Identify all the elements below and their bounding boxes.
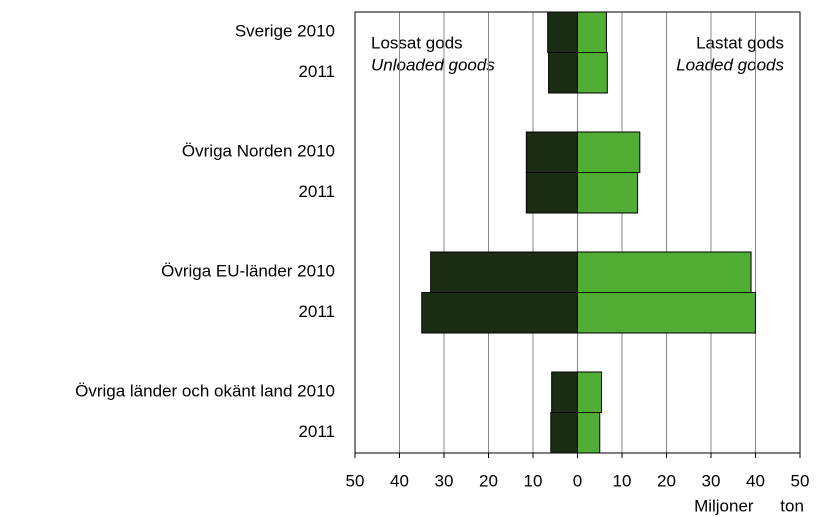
y-tick-label: Sverige 2010 <box>235 22 335 41</box>
y-tick-label: Övriga länder och okänt land 2010 <box>75 382 335 401</box>
plot-frame <box>354 11 801 454</box>
bar <box>525 172 579 214</box>
bar <box>577 412 601 454</box>
bar <box>577 371 603 413</box>
x-tick-label: 50 <box>791 471 810 490</box>
y-tick-label: 2011 <box>298 422 335 441</box>
bar <box>577 11 607 53</box>
bar <box>548 52 579 94</box>
bar <box>421 292 578 334</box>
x-tick-label: 30 <box>435 471 454 490</box>
x-tick-label: 50 <box>346 471 365 490</box>
annotation: Lastat gods <box>696 33 784 52</box>
x-tick-label: 20 <box>479 471 498 490</box>
y-tick-label: Övriga Norden 2010 <box>182 142 335 161</box>
annotation: Unloaded goods <box>371 55 495 74</box>
axis-label: Miljoner ton <box>694 496 804 515</box>
annotation: Lossat gods <box>371 33 463 52</box>
x-tick-label: 30 <box>702 471 721 490</box>
x-tick-label: 20 <box>657 471 676 490</box>
bar <box>551 371 579 413</box>
y-tick-label: 2011 <box>298 302 335 321</box>
x-tick-label: 0 <box>573 471 582 490</box>
bar <box>525 131 579 173</box>
bar <box>577 131 641 173</box>
bar <box>577 172 639 214</box>
x-tick-label: 10 <box>613 471 632 490</box>
x-tick-label: 40 <box>390 471 409 490</box>
y-tick-label: Övriga EU-länder 2010 <box>161 262 335 281</box>
y-tick-label: 2011 <box>298 182 335 201</box>
x-tick-label: 10 <box>524 471 543 490</box>
annotation: Loaded goods <box>676 55 784 74</box>
bar <box>577 52 608 94</box>
x-tick-label: 40 <box>746 471 765 490</box>
bar <box>430 251 578 293</box>
bar <box>547 11 578 53</box>
bar <box>577 292 756 334</box>
bar <box>577 251 752 293</box>
bar <box>550 412 578 454</box>
y-tick-label: 2011 <box>298 62 335 81</box>
